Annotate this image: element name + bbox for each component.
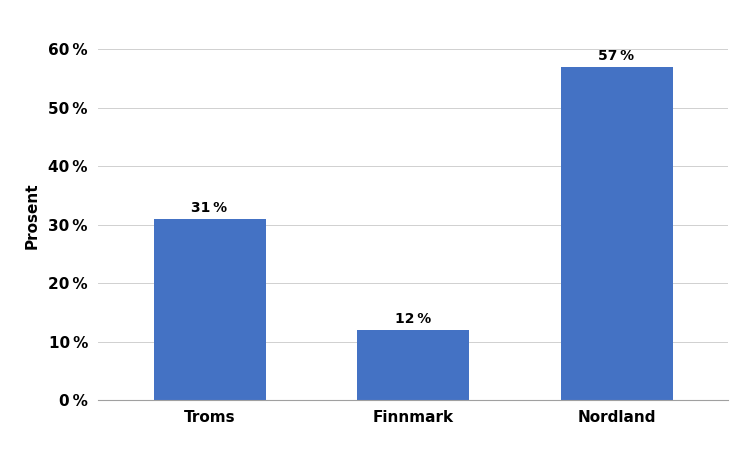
Bar [357, 330, 469, 400]
Bar [560, 67, 672, 400]
Text: 57 %: 57 % [599, 49, 635, 63]
Text: 31 %: 31 % [192, 201, 228, 215]
Bar [154, 219, 266, 400]
Y-axis label: Prosent: Prosent [25, 183, 40, 249]
Text: 12 %: 12 % [395, 312, 431, 326]
